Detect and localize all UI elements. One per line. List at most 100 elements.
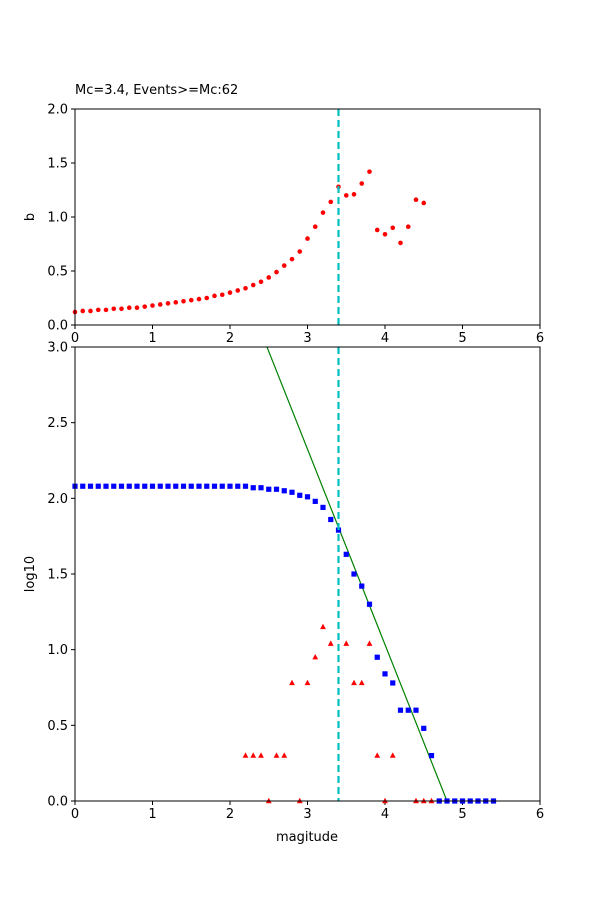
y-tick-label: 0.0 <box>47 795 68 810</box>
y-tick-label: 1.5 <box>47 568 68 583</box>
x-tick-label: 5 <box>458 807 466 822</box>
y-tick-label: 0.5 <box>47 719 68 734</box>
data-point <box>196 296 202 302</box>
x-tick-label: 2 <box>226 331 234 346</box>
incremental-count-point <box>289 679 295 686</box>
data-point <box>413 197 419 203</box>
data-point <box>312 224 318 230</box>
x-axis-label-magnitude: magitude <box>276 830 338 845</box>
x-tick-label: 6 <box>536 331 544 346</box>
cumulative-count-point <box>142 483 148 489</box>
cumulative-count-point <box>126 483 132 489</box>
y-axis-ticks: 0.0 0.5 1.0 1.5 2.0 2.5 3.0 <box>47 341 75 810</box>
incremental-count-point <box>273 752 280 758</box>
incremental-count-point <box>327 640 334 646</box>
data-point <box>367 169 372 174</box>
data-point <box>219 292 225 298</box>
data-point <box>281 263 287 268</box>
y-tick-label: 1.0 <box>47 211 68 226</box>
x-tick-label: 0 <box>71 807 79 822</box>
data-point <box>421 200 427 206</box>
data-point <box>119 306 124 312</box>
incremental-count-point <box>250 752 257 758</box>
cumulative-count-point <box>382 671 388 677</box>
cumulative-count-point <box>118 483 125 489</box>
cumulative-count-point <box>204 483 210 489</box>
gr-fit-line <box>266 347 448 801</box>
plot-frame <box>74 108 541 326</box>
data-point <box>343 193 349 198</box>
data-point <box>227 290 233 295</box>
cumulative-count-point <box>351 571 357 577</box>
cumulative-count-point <box>297 492 303 498</box>
cumulative-count-point <box>87 483 94 489</box>
b-value-points <box>72 169 427 315</box>
data-point <box>320 210 326 215</box>
incremental-count-point <box>281 752 288 758</box>
data-point <box>405 224 411 230</box>
cumulative-count-point <box>111 483 117 489</box>
cumulative-count-point <box>95 483 101 489</box>
x-tick-label: 2 <box>226 807 234 822</box>
cumulative-count-point <box>266 486 272 492</box>
cumulative-count-point <box>242 483 249 489</box>
cumulative-count-point <box>227 483 233 489</box>
incremental-count-point <box>312 654 319 660</box>
y-axis-label-b: b <box>23 213 38 221</box>
chart-title: Mc=3.4, Events>=Mc:62 <box>75 83 238 98</box>
y-tick-label: 3.0 <box>47 341 68 356</box>
cumulative-count-point <box>421 725 427 731</box>
data-point <box>390 225 396 231</box>
incremental-count-point <box>358 679 365 686</box>
x-tick-label: 4 <box>381 807 389 822</box>
incremental-count-point <box>366 640 373 646</box>
data-point <box>142 304 148 309</box>
data-point <box>235 288 241 293</box>
cumulative-count-point <box>413 707 419 713</box>
cumulative-count-point <box>180 483 187 489</box>
data-point <box>157 302 163 307</box>
data-point <box>297 249 303 254</box>
cumulative-count-point <box>80 483 86 489</box>
incremental-count-point <box>320 623 326 630</box>
x-tick-label: 1 <box>148 331 156 346</box>
cumulative-count-point <box>405 707 411 713</box>
cumulative-count-point <box>173 483 179 489</box>
data-point <box>181 298 186 304</box>
cumulative-count-point <box>335 527 342 533</box>
incremental-count-point <box>351 679 357 686</box>
x-tick-label: 5 <box>458 331 466 346</box>
cumulative-count-point <box>273 486 280 492</box>
y-tick-label: 1.0 <box>47 643 68 658</box>
data-point <box>95 307 101 313</box>
data-point <box>382 231 388 237</box>
cumulative-count-point <box>188 483 194 489</box>
incremental-count-point <box>304 679 311 686</box>
cumulative-count-point <box>219 483 225 489</box>
frequency-magnitude-panel: log10 magitude 0 1 2 3 4 5 6 0.0 0.5 1.0 1.5 2.0 2.… <box>23 341 544 846</box>
cumulative-count-point <box>134 483 140 489</box>
cumulative-count-point <box>211 483 218 489</box>
cumulative-count-point <box>157 483 163 489</box>
y-tick-label: 0.5 <box>47 265 68 280</box>
incremental-count-point <box>389 752 396 758</box>
data-point <box>165 301 171 306</box>
y-tick-label: 1.5 <box>47 157 68 172</box>
data-point <box>359 181 365 186</box>
cumulative-count-point <box>196 483 202 489</box>
data-point <box>274 269 279 275</box>
x-tick-label: 6 <box>536 807 544 822</box>
cumulative-count-point <box>374 654 380 660</box>
cumulative-count-point <box>250 485 256 491</box>
cumulative-count-point <box>428 753 435 759</box>
y-tick-label: 2.0 <box>47 103 68 118</box>
cumulative-count-point <box>343 551 349 557</box>
incremental-count-point <box>374 752 381 758</box>
incremental-count-point <box>242 752 249 758</box>
x-axis-ticks: 0 1 2 3 4 5 6 <box>71 325 544 346</box>
data-point <box>266 275 272 280</box>
data-point <box>150 303 155 308</box>
data-point <box>204 295 210 301</box>
y-tick-label: 0.0 <box>47 319 68 334</box>
data-point <box>243 285 248 291</box>
